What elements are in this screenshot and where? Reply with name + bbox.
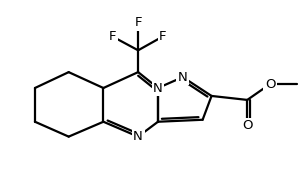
Text: F: F [159,30,167,43]
Text: N: N [133,130,143,143]
Text: N: N [153,82,163,95]
Text: O: O [265,78,275,91]
Text: F: F [134,16,142,29]
Text: N: N [178,71,188,84]
Text: F: F [109,30,116,43]
Text: O: O [242,119,253,132]
